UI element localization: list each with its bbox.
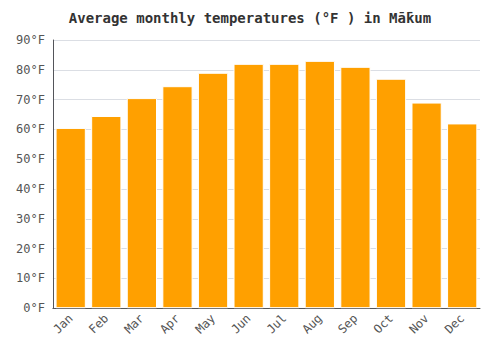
svg-text:20°F: 20°F (16, 242, 45, 256)
svg-text:Aug: Aug (300, 311, 325, 336)
svg-text:60°F: 60°F (16, 122, 45, 136)
svg-text:Mar: Mar (122, 311, 147, 336)
svg-text:Jul: Jul (264, 311, 289, 336)
svg-text:0°F: 0°F (23, 301, 45, 315)
svg-text:Apr: Apr (157, 311, 182, 336)
svg-text:50°F: 50°F (16, 152, 45, 166)
svg-text:Feb: Feb (86, 311, 111, 336)
svg-text:Jan: Jan (50, 311, 75, 336)
svg-text:90°F: 90°F (16, 33, 45, 47)
svg-text:Jun: Jun (228, 311, 253, 336)
svg-text:10°F: 10°F (16, 271, 45, 285)
svg-text:May: May (193, 311, 218, 336)
svg-text:Dec: Dec (442, 311, 467, 336)
svg-text:Oct: Oct (371, 311, 396, 336)
svg-text:Nov: Nov (406, 311, 431, 336)
svg-text:Sep: Sep (335, 311, 360, 336)
svg-text:40°F: 40°F (16, 182, 45, 196)
svg-text:70°F: 70°F (16, 93, 45, 107)
svg-text:30°F: 30°F (16, 212, 45, 226)
svg-text:80°F: 80°F (16, 63, 45, 77)
svg-text:Average monthly temperatures (: Average monthly temperatures (°F ) in Mā… (69, 10, 431, 26)
